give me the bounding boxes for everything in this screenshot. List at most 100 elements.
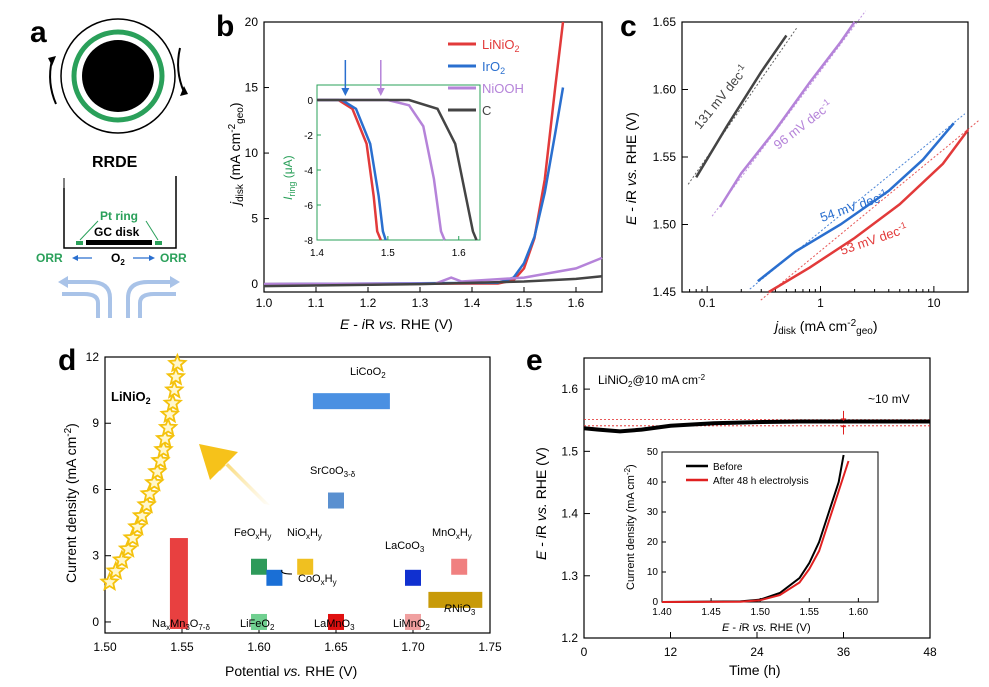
rotation-arrow-right [177,47,185,93]
b-inset-ytick-label--4: -4 [304,166,313,177]
d-ytick-label-12: 12 [86,350,100,364]
d-label-limno9: LiMnO2 [393,618,430,632]
b-inset-ticks: 1.4 1.5 1.6 0 -2 -4 -6 -8 [304,96,466,259]
panel-label-a: a [30,16,47,49]
c-slope-label-LiNiO2: 53 mV dec-1 [838,220,910,258]
d-star-13 [154,427,176,448]
d-square-lacoo5 [405,569,421,586]
d-ytick-label-6: 6 [92,482,99,496]
e-inset-ytick-label-20: 20 [647,537,659,548]
d-label-main-mno6: MnO [432,527,456,539]
d-label-sub-lacoo5: 3 [420,545,425,554]
b-xtick-label-1.6: 1.6 [568,296,585,310]
d-star-11 [150,449,171,470]
b-ytick-label-5: 5 [251,212,258,226]
d-ticks: 1.50 1.55 1.60 1.65 1.70 1.75 0 3 6 9 12 [86,350,502,654]
o2-label: O2 [111,251,125,267]
b-ytick-label-10: 10 [245,146,259,160]
pt-ring-left-mark [76,241,83,245]
c-xlabel-j: j [773,318,779,334]
d-star-17 [163,379,185,399]
d-xlabel-vs: vs. [283,663,301,679]
b-ylabel-geo: geo [235,107,246,124]
d-label-sub2-coo4: y [333,578,337,587]
d-label-sub-lifeo7: 2 [270,623,275,632]
e-xtick-label-48: 48 [923,645,937,659]
d-label-sub-licoo0: 2 [381,371,386,380]
d-label-main-nio3: NiO [287,527,306,539]
e-inset-xtick-label-1.55: 1.55 [800,607,820,618]
b-inset-ytick-label--2: -2 [304,131,313,142]
b-lines [263,21,603,288]
b-inset-ylabel-unit: (μA) [281,155,295,181]
e-title: LiNiO2@10 mA cm-2 [598,373,706,389]
d-star-16 [162,392,184,413]
e-inset-legend-label-0: Before [713,462,743,473]
c-slope-label-C: 131 mV dec-1 [690,62,751,132]
d-label-main-limno9: LiMnO [393,618,426,630]
b-line-IrO2 [263,87,565,286]
c-xtick-label-1: 1 [817,296,824,310]
pt-ring-leader-left [79,220,99,241]
b-inset-ytick-label-0: 0 [307,96,313,107]
d-star-10 [147,460,168,481]
c-slope-text-C: 131 mV dec [691,68,747,132]
d-label-sub-na11: x [166,623,170,632]
orr-right-label: ORR [160,251,187,265]
c-ytick-label-1.50: 1.50 [653,218,677,232]
b-inset-lines [317,60,478,241]
b-ylabel-close: ) [227,102,243,107]
d-xtick-label-1.75: 1.75 [478,640,502,654]
e-inset-ytick-label-50: 50 [647,447,659,458]
d-label-lamno8: LaMnO3 [314,618,355,632]
panel-label-d: d [58,344,76,377]
b-inset-arrowhead-NiOOH [376,88,385,96]
c-ticks: 0.1 1 10 1.45 1.50 1.55 1.60 1.65 [653,15,941,310]
plot-frame-b [263,21,603,293]
e-inset-legend-label-1: After 48 h electrolysis [713,476,809,487]
d-label-sub2-mno6: y [468,532,472,541]
e-inset-legend: Before After 48 h electrolysis [686,462,809,487]
d-square-feo2 [251,558,267,575]
d-label-sub-feo2: x [255,532,259,541]
c-xlabel-disk: disk [778,326,797,337]
b-ylabel: jdisk (mA cm-2geo) [227,102,246,207]
b-inset-ylabel-i: I [281,196,295,200]
e-ticks: 0 12 24 36 48 1.2 1.3 1.4 1.5 1.6 [561,382,937,659]
e-inset-lines [661,454,850,603]
d-ytick-label-3: 3 [92,549,99,563]
e-inset-ylabel-exp: -2 [623,467,632,475]
c-xlabel-exp: -2 [847,318,856,329]
d-label-suffix-na11: Mn [170,618,185,630]
b-ytick-label-20: 20 [245,15,259,29]
e-marker-head-down [840,418,847,421]
plot-frame-d [104,356,491,634]
d-label-main-lacoo5: LaCoO [385,540,420,552]
d-coox-pointer [281,569,293,575]
e-inset-ylabel: Current density (mA cm-2) [623,464,637,590]
c-xlabel-unit: (mA cm [796,318,847,334]
b-ylabel-disk: disk [235,183,246,202]
d-label-main-feo2: FeO [234,527,256,539]
rotation-arrowhead-right [180,86,188,96]
d-label-main-srcoo1: SrCoO [310,465,344,477]
d-label-sub3-na11: 7-δ [198,623,210,632]
b-inset-ylabel: Iring (μA) [281,155,297,200]
e-inset-xtick-label-1.50: 1.50 [750,607,770,618]
d-star-0 [99,571,120,592]
flow-arrow-left-inner [66,280,112,318]
e-inset-xtick-label-1.60: 1.60 [849,607,869,618]
d-label-sub-mno6: x [456,532,460,541]
panel-label-e: e [526,344,543,377]
b-inset-ytick-label--6: -6 [304,201,313,212]
pt-ring-leader-right [145,220,159,241]
rotation-arrowhead-left [48,56,56,66]
d-label-sub-nio3: x [306,532,310,541]
e-inset-ticks: 1.40 1.45 1.50 1.55 1.60 0 10 20 30 40 50 [647,447,869,618]
e-title-sub: 2 [628,380,633,389]
b-xlabel-i: i [362,316,366,332]
d-label-lifeo7: LiFeO2 [240,618,275,632]
d-label-sub-coo4: x [321,578,325,587]
